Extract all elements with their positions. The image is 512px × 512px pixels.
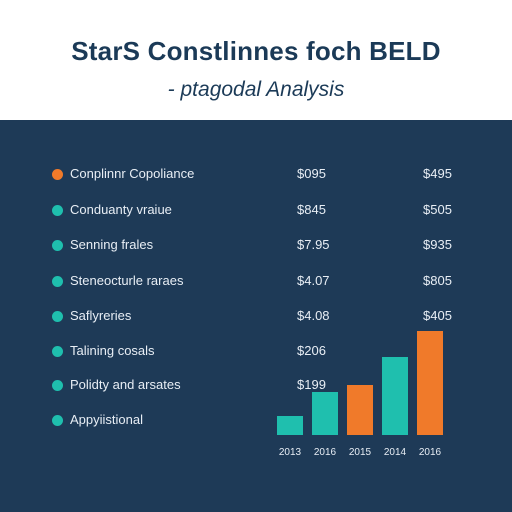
header-band: StarS Constlinnes foch BELD - ptagodal A… xyxy=(0,0,512,120)
item-label: Polidty and arsates xyxy=(70,377,181,392)
bullet-dot-icon xyxy=(52,240,63,251)
bar-4 xyxy=(417,331,443,435)
item-value-2: $505 xyxy=(423,202,452,217)
x-tick-label: 2016 xyxy=(314,447,337,458)
bullet-dot-icon xyxy=(52,276,63,287)
item-value-2: $935 xyxy=(423,237,452,252)
item-label: Talining cosals xyxy=(70,343,155,358)
list-item: Steneocturle raraes $4.07 $805 xyxy=(0,272,512,292)
item-value-1: $095 xyxy=(297,166,326,181)
x-tick-label: 2015 xyxy=(349,447,372,458)
list-item: Conplinnr Copoliance $095 $495 xyxy=(0,165,512,185)
x-tick-label: 2013 xyxy=(279,447,302,458)
item-label: Saflyreries xyxy=(70,308,132,323)
bar-1 xyxy=(312,392,338,435)
item-label: Conplinnr Copoliance xyxy=(70,166,195,181)
bar-2 xyxy=(347,385,373,435)
item-value-1: $7.95 xyxy=(297,237,330,252)
list-item: Senning frales $7.95 $935 xyxy=(0,236,512,256)
item-value-2: $495 xyxy=(423,166,452,181)
bullet-dot-icon xyxy=(52,311,63,322)
bar-3 xyxy=(382,357,408,435)
bullet-dot-icon xyxy=(52,415,63,426)
item-label: Appyiistional xyxy=(70,412,143,427)
item-value-1: $4.07 xyxy=(297,273,330,288)
item-label: Senning frales xyxy=(70,237,154,252)
item-value-2: $805 xyxy=(423,273,452,288)
bullet-dot-icon xyxy=(52,169,63,180)
page-title: StarS Constlinnes foch BELD xyxy=(71,36,441,66)
x-tick-label: 2016 xyxy=(419,447,442,458)
item-label: Conduanty vraiue xyxy=(70,202,172,217)
x-tick-label: 2014 xyxy=(384,447,407,458)
page-subtitle: - ptagodal Analysis xyxy=(167,78,345,101)
item-value-2: $405 xyxy=(423,308,452,323)
bar-0 xyxy=(277,416,303,435)
list-item: Saflyreries $4.08 $405 xyxy=(0,307,512,327)
item-value-1: $199 xyxy=(297,377,326,392)
item-value-1: $4.08 xyxy=(297,308,330,323)
bullet-dot-icon xyxy=(52,205,63,216)
item-label: Steneocturle raraes xyxy=(70,273,184,288)
item-value-1: $845 xyxy=(297,202,326,217)
item-value-1: $206 xyxy=(297,343,326,358)
bullet-dot-icon xyxy=(52,380,63,391)
list-item: Conduanty vraiue $845 $505 xyxy=(0,201,512,221)
bullet-dot-icon xyxy=(52,346,63,357)
